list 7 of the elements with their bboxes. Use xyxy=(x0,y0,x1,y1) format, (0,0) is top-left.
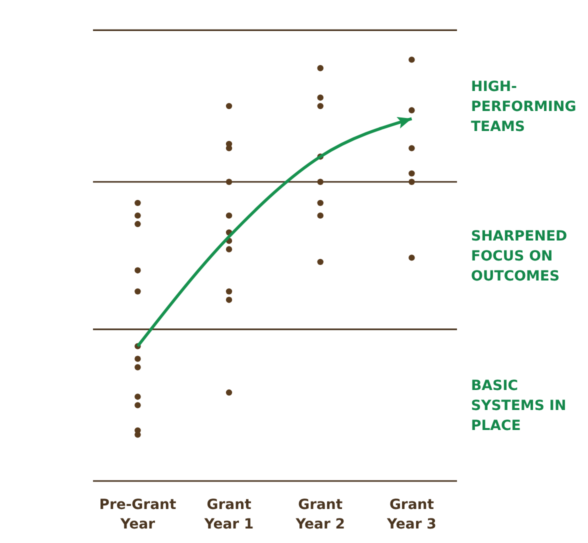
x-tick-label: Grant Year 2 xyxy=(294,496,346,532)
x-tick-label: Grant Year 1 xyxy=(203,496,254,532)
x-tick-label: Grant Year 3 xyxy=(386,496,436,532)
text: BASIC SYSTEMS IN PLACE xyxy=(471,378,566,434)
text: HIGH-PERFORMING TEAMS xyxy=(471,78,576,135)
x-tick-label: Pre-Grant Year xyxy=(99,496,176,532)
text: SHARPENED FOCUS ON OUTCOMES xyxy=(471,228,568,285)
